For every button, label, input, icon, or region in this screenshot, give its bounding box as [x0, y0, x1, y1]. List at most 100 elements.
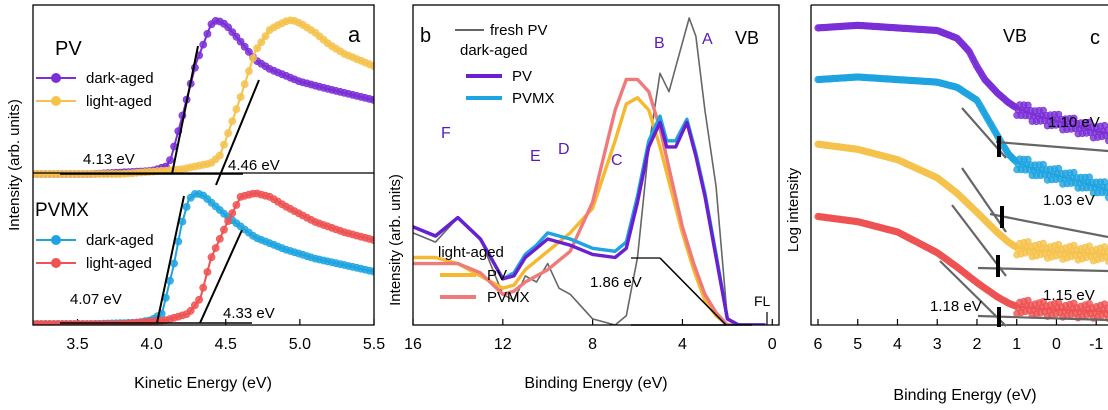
panel-b-xlabel: Binding Energy (eV)	[524, 375, 667, 392]
x-tick-label: 0	[768, 336, 777, 353]
x-tick-label: 5.5	[363, 336, 385, 353]
data-point	[211, 244, 220, 252]
x-tick-label: 6	[814, 336, 823, 353]
fit-line	[989, 212, 1108, 239]
legend-marker	[51, 73, 61, 83]
data-point	[224, 217, 232, 225]
fit-line	[961, 167, 1007, 233]
data-point	[240, 80, 249, 88]
annotation: 4.46 eV	[228, 157, 280, 174]
data-point	[228, 209, 237, 217]
series-line	[413, 17, 766, 325]
legend-label: dark-aged	[86, 70, 154, 87]
panel-b-legend: fresh PV dark-aged PV PVMX light-aged PV…	[438, 22, 555, 306]
data-point	[257, 38, 266, 47]
data-point	[190, 301, 199, 310]
panel-a-bottom-title: PVMX	[35, 200, 89, 221]
data-point	[195, 295, 203, 304]
peak-label: A	[702, 31, 713, 48]
legend-label: light-aged	[86, 255, 152, 272]
panel-a-letter: a	[348, 22, 361, 47]
data-point	[182, 202, 191, 211]
series-line	[413, 77, 766, 325]
panel-a: 3.5 4.0 4.5 5.0 5.5 a PV PVMX dark-aged ligh…	[6, 4, 385, 392]
fit-line	[939, 260, 1007, 327]
peak-label: D	[558, 141, 570, 158]
panel-c: 6 5 4 3 2 1 0 -1 VB c 1.10 eV 1.03 eV 1.15 eV 1…	[785, 4, 1108, 404]
peak-label: E	[530, 148, 541, 165]
data-point	[232, 201, 241, 209]
x-tick-label: 4.0	[140, 336, 162, 353]
data-point	[1105, 194, 1108, 202]
onset-line	[199, 229, 243, 324]
x-tick-label: 4.5	[215, 336, 237, 353]
data-point	[1103, 183, 1108, 191]
panel-b-letter: b	[420, 25, 431, 47]
data-point	[203, 268, 212, 276]
data-point	[215, 151, 224, 160]
peak-label: B	[654, 35, 665, 52]
x-tick-label: 8	[588, 336, 597, 353]
series-line	[413, 120, 766, 325]
data-point	[1105, 258, 1108, 266]
data-point	[1103, 126, 1108, 134]
panel-b: 16 12 8 4 0 b VB A B C D E F fresh PV dark-a…	[387, 4, 780, 392]
data-point	[236, 37, 245, 46]
data-point	[166, 156, 174, 164]
data-point	[249, 54, 257, 63]
peak-label: C	[611, 152, 623, 169]
legend-group-title: light-aged	[438, 244, 504, 261]
data-point	[203, 30, 212, 38]
onset-line	[156, 195, 185, 324]
panel-b-title: VB	[735, 28, 759, 48]
x-tick-label: 5	[853, 336, 862, 353]
annotation: 1.10 eV	[1048, 114, 1100, 131]
x-tick-label: 16	[404, 336, 422, 353]
fermi-level-label: FL	[754, 293, 771, 309]
panel-c-xlabel: Binding Energy (eV)	[893, 387, 1036, 404]
legend-label: fresh PV	[490, 22, 548, 39]
data-point	[199, 283, 208, 292]
series-line	[413, 114, 766, 325]
x-tick-label: 1	[1012, 336, 1021, 353]
panel-a-xlabel: Kinetic Energy (eV)	[134, 375, 272, 392]
x-tick-label: 4	[893, 336, 902, 353]
annotation: 1.18 eV	[930, 298, 982, 315]
legend-label: light-aged	[86, 93, 152, 110]
annotation: 4.33 eV	[223, 305, 275, 322]
x-tick-label: 4	[678, 336, 687, 353]
data-point	[224, 129, 232, 138]
data-point	[232, 105, 241, 113]
data-point	[261, 32, 270, 40]
data-point	[220, 140, 228, 149]
panel-a-top-legend: dark-aged light-aged	[36, 70, 154, 110]
panel-a-frame	[32, 4, 375, 326]
data-point	[207, 253, 216, 262]
onset-line	[215, 79, 260, 186]
annotation: 1.86 eV	[590, 274, 642, 291]
data-point	[1105, 137, 1108, 145]
panel-c-ylabel: Log intensity	[785, 167, 802, 252]
panel-a-top-title: PV	[55, 38, 82, 60]
data-point	[199, 40, 208, 49]
x-tick-label: 3.5	[66, 336, 88, 353]
legend-marker	[51, 235, 61, 245]
panel-c-letter: c	[1090, 27, 1100, 49]
annotation: 1.03 eV	[1043, 192, 1095, 209]
legend-label: dark-aged	[86, 232, 154, 249]
onset-line	[171, 45, 199, 175]
annotation: 1.15 eV	[1043, 287, 1095, 304]
panel-c-title: VB	[1003, 26, 1027, 46]
data-point	[228, 117, 237, 125]
legend-group-title: dark-aged	[460, 42, 528, 59]
x-tick-label: 12	[494, 336, 512, 353]
legend-marker	[51, 258, 61, 268]
data-point	[253, 44, 262, 53]
annotation: 4.07 eV	[70, 291, 122, 308]
panel-a-bottom-legend: dark-aged light-aged	[36, 232, 154, 272]
panel-b-frame	[412, 4, 780, 326]
x-tick-label: -1	[1089, 336, 1103, 353]
annotation-line	[659, 257, 727, 326]
data-point	[236, 93, 245, 101]
x-tick-label: 5.0	[289, 336, 311, 353]
